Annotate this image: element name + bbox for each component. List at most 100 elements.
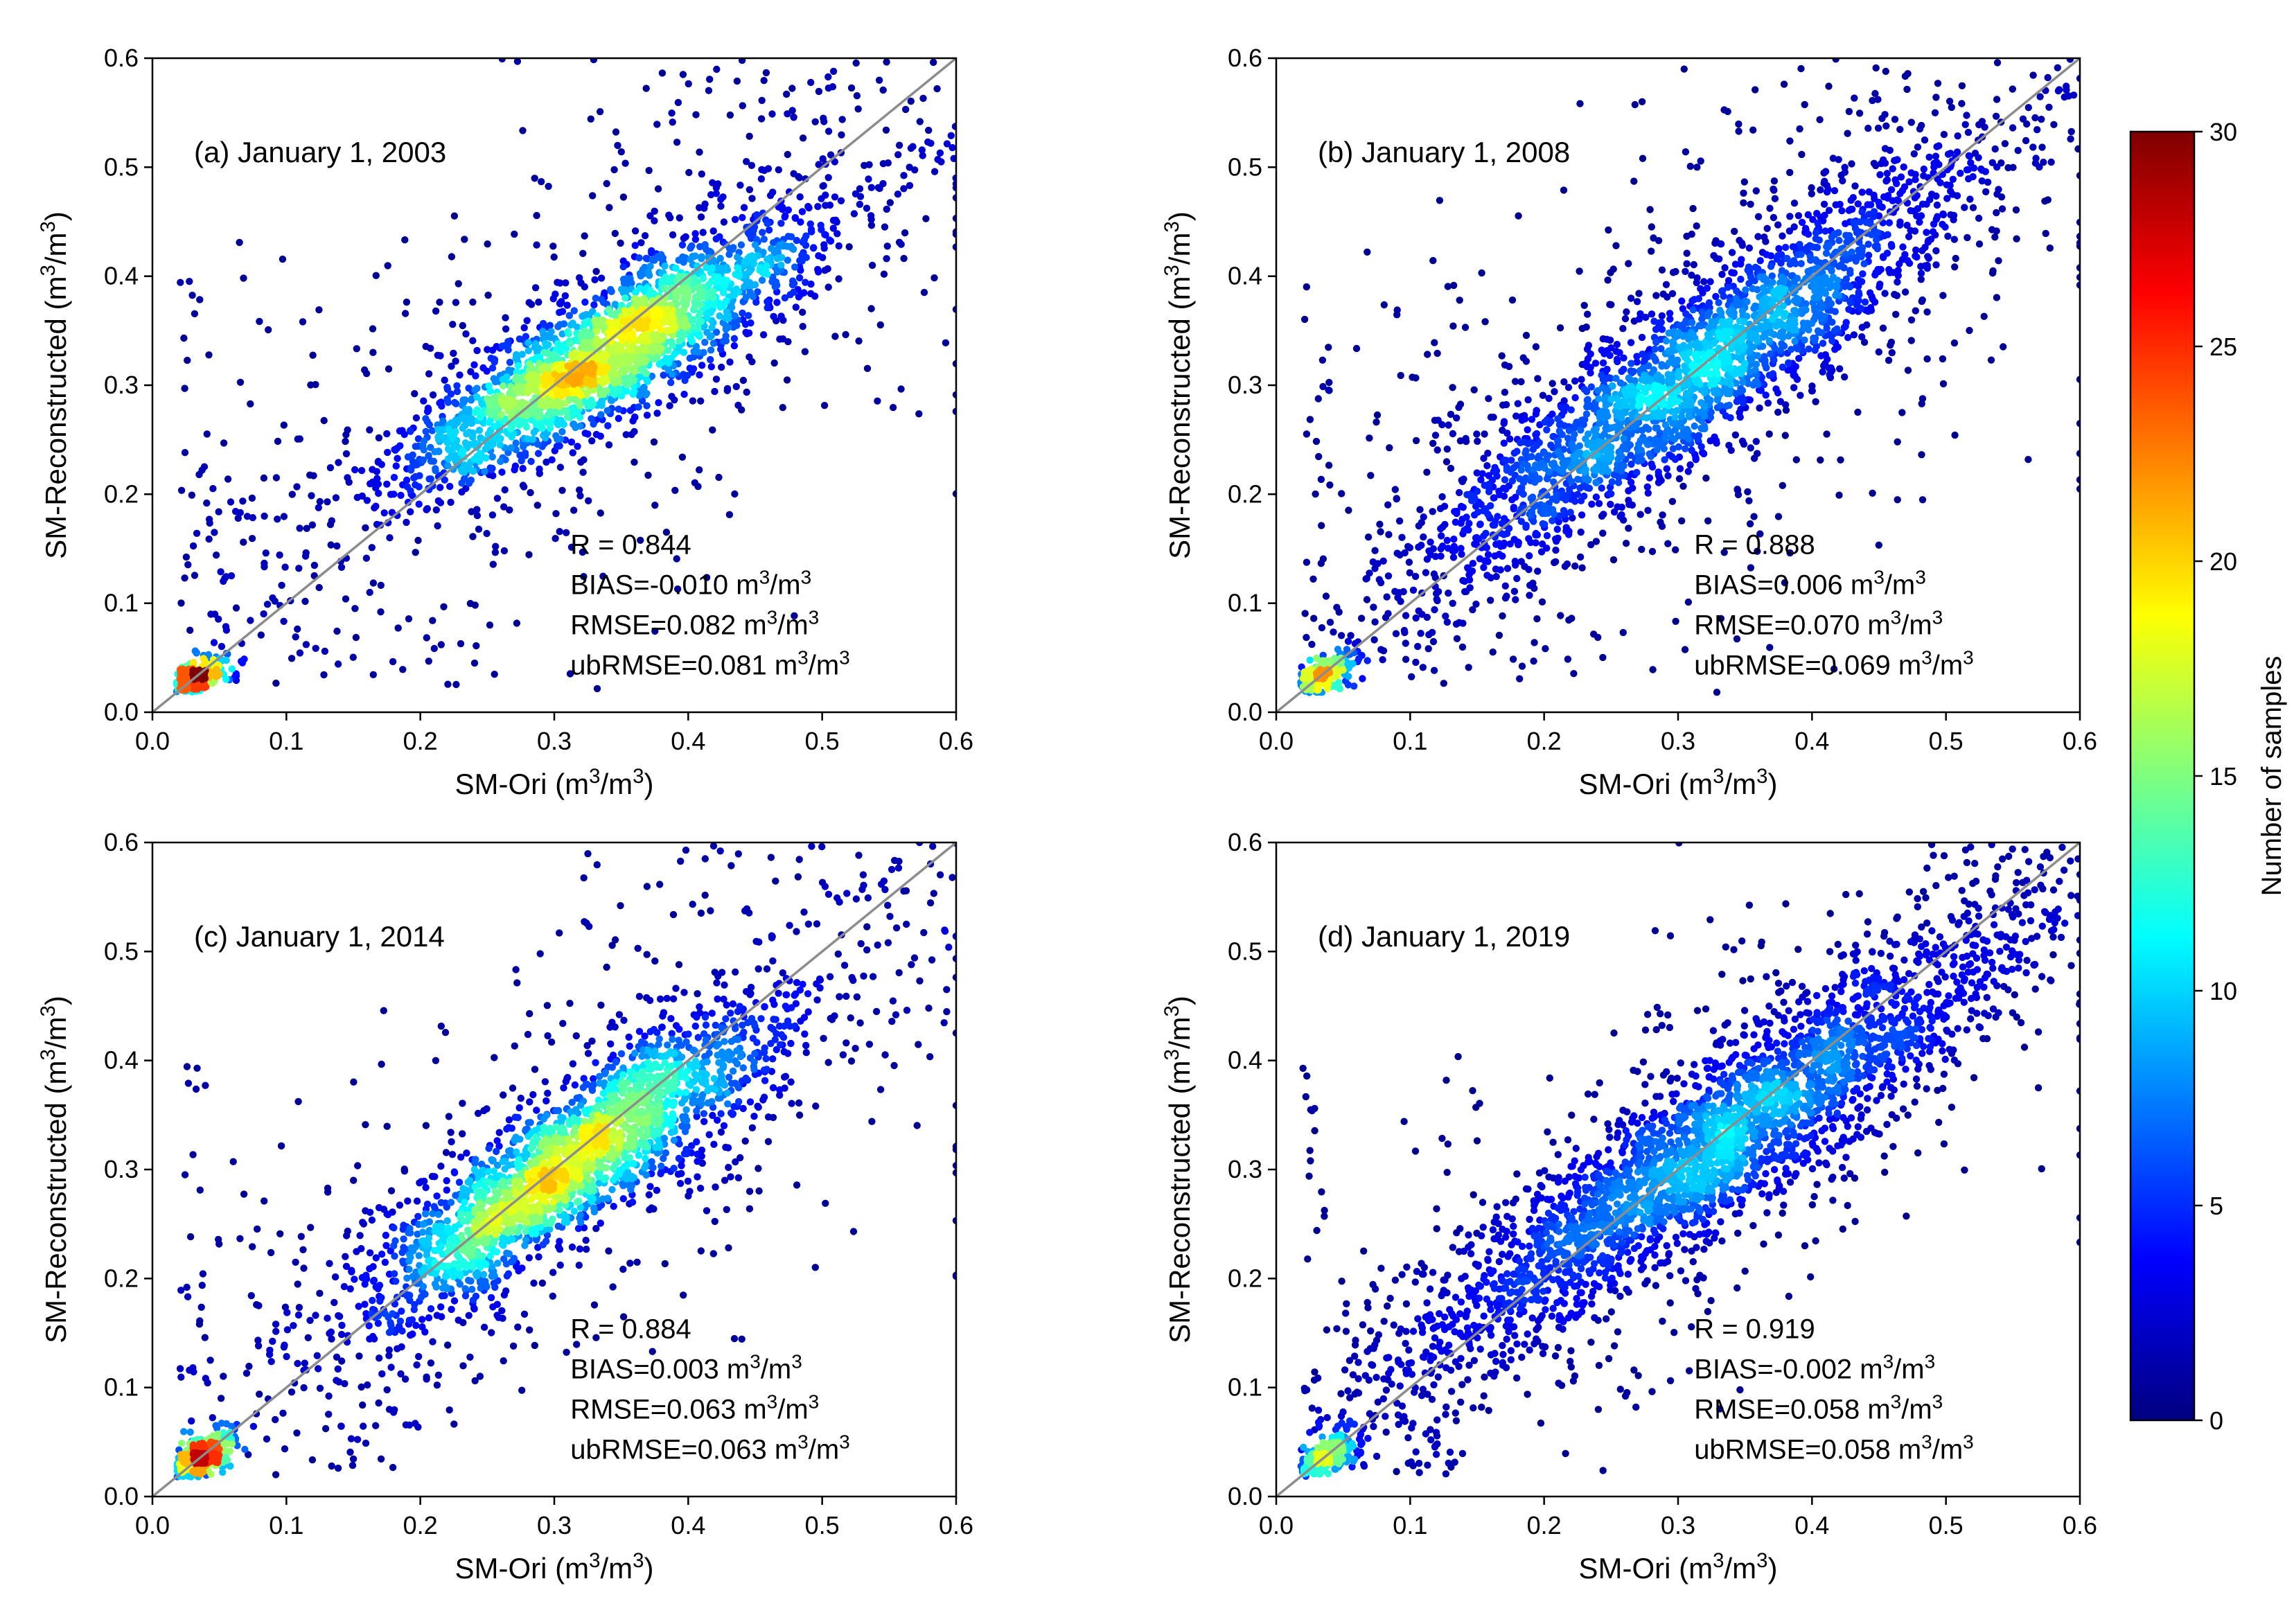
scatter-point [1639,351,1646,358]
scatter-point [714,180,722,188]
scatter-point [424,405,432,412]
scatter-point [1883,249,1891,257]
scatter-point [384,448,391,457]
scatter-point [1577,426,1585,434]
scatter-point [880,270,888,278]
scatter-point [1431,606,1438,614]
scatter-point [1912,176,1919,184]
scatter-point [1634,457,1642,465]
scatter-point [1578,376,1585,383]
scatter-point [703,264,710,272]
scatter-point [1672,267,1679,276]
scatter-point [1648,547,1657,556]
scatter-point [1790,223,1798,231]
scatter-point [1808,184,1815,192]
scatter-point [867,305,875,312]
scatter-point [856,185,864,193]
scatter-point [281,563,289,571]
scatter-point [1600,350,1608,358]
scatter-point [584,430,592,438]
scatter-point [697,397,705,405]
scatter-point [623,387,630,395]
scatter-point [434,425,442,434]
scatter-point [1371,618,1379,626]
scatter-point [605,306,612,313]
scatter-point [1663,465,1670,473]
scatter-point [469,533,477,540]
scatter-point [240,655,248,663]
scatter-point [1427,538,1434,546]
scatter-point [506,506,513,514]
scatter-point [498,58,506,63]
scatter-point [1689,306,1697,314]
scatter-point [745,353,753,361]
scatter-point [180,334,188,342]
scatter-point [1750,513,1758,520]
scatter-point [1907,316,1916,324]
scatter-point [725,251,733,258]
scatter-point [1675,475,1684,483]
scatter-point [574,443,581,450]
scatter-point [619,257,627,265]
scatter-point [394,624,402,632]
scatter-point [548,456,556,464]
scatter-point [764,256,771,263]
scatter-point [538,364,545,373]
scatter-point [1766,204,1774,212]
scatter-point [1879,156,1887,164]
scatter-point [1587,541,1595,549]
scatter-point [191,310,199,317]
y-tick-label: 0.6 [104,44,139,72]
scatter-point [437,641,445,648]
scatter-point [1718,270,1726,279]
scatter-point [1359,675,1366,682]
scatter-point [1501,389,1509,396]
scatter-point [622,431,630,439]
scatter-point [777,312,785,320]
scatter-point [646,263,654,270]
scatter-point [452,358,459,365]
scatter-point [240,274,247,282]
scatter-point [373,468,380,475]
x-tick-label: 0.0 [135,727,170,755]
scatter-point [1319,651,1327,659]
scatter-point [1786,137,1794,145]
scatter-point [1712,292,1720,301]
scatter-point [1584,310,1591,318]
scatter-point [863,364,872,372]
scatter-point [698,255,705,263]
scatter-point [1993,227,2000,235]
scatter-point [462,330,470,338]
scatter-point [1763,224,1771,232]
scatter-point [1975,154,1982,161]
scatter-point [751,241,759,249]
scatter-point [1862,218,1870,226]
scatter-point [930,58,937,67]
scatter-point [1682,445,1689,452]
scatter-point [1560,378,1568,386]
scatter-point [491,671,498,678]
scatter-point [1438,493,1446,501]
scatter-point [461,236,468,243]
scatter-point [698,288,705,296]
scatter-point [698,362,706,369]
scatter-point [1377,646,1385,653]
scatter-point [570,421,577,428]
scatter-point [303,524,310,532]
scatter-point [1864,125,1872,132]
scatter-point [919,152,926,159]
scatter-point [601,353,609,360]
scatter-point [1501,476,1509,484]
scatter-point [884,159,892,167]
scatter-point [1524,396,1532,404]
scatter-point [739,376,748,385]
scatter-point [1844,130,1851,137]
scatter-point [699,229,707,236]
scatter-point [764,304,771,312]
scatter-point [1738,242,1747,249]
scatter-point [1932,247,1940,255]
scatter-point [811,118,819,125]
scatter-point [570,307,578,315]
scatter-point [1819,368,1826,376]
scatter-point [2033,126,2041,134]
